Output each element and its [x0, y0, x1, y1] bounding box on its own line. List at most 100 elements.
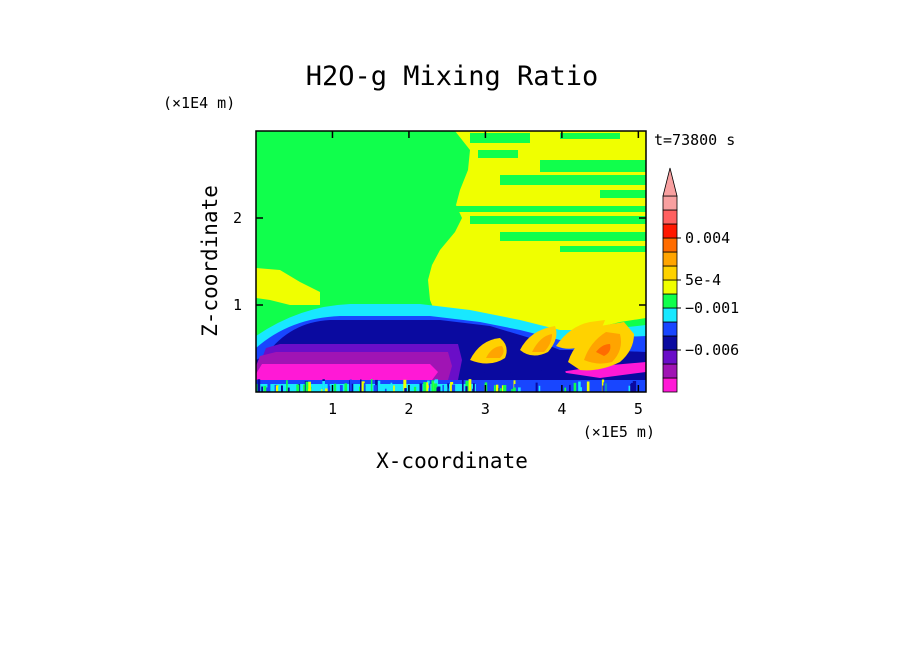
surface-noise-mark	[350, 383, 354, 392]
colorbar-level	[662, 293, 678, 309]
surface-noise-mark	[450, 381, 454, 392]
colorbar-level	[662, 223, 678, 239]
colorbar-level	[662, 209, 678, 225]
x-axis-label: X-coordinate	[376, 449, 528, 473]
surface-noise-mark	[451, 384, 456, 392]
colorbar-arrow	[662, 167, 678, 197]
surface-noise-mark	[334, 383, 337, 392]
surface-noise-mark	[256, 384, 259, 392]
x-tick-label: 2	[404, 400, 413, 418]
plume-gap	[500, 232, 646, 241]
surface-noise-mark	[428, 383, 431, 392]
surface-noise-mark	[447, 383, 449, 392]
surface-noise-mark	[370, 379, 373, 392]
surface-noise-mark	[393, 385, 395, 392]
y-axis: 12	[233, 209, 646, 314]
surface-noise-mark	[442, 384, 444, 392]
surface-noise-mark	[503, 385, 507, 392]
colorbar-label: −0.006	[685, 341, 739, 359]
surface-noise-mark	[390, 382, 393, 392]
colorbar-label: 5e-4	[685, 271, 721, 289]
surface-noise-mark	[354, 384, 357, 392]
y-tick-label: 1	[233, 296, 242, 314]
surface-noise-mark	[573, 382, 577, 392]
plume-gap	[600, 190, 646, 198]
surface-noise-mark	[349, 379, 352, 392]
surface-noise-mark	[495, 384, 499, 392]
plume-gap	[560, 133, 620, 139]
x-tick-label: 1	[328, 400, 337, 418]
surface-noise-mark	[286, 380, 288, 392]
region-magenta-layer	[560, 362, 646, 378]
surface-noise-mark	[617, 380, 621, 392]
surface-noise-mark	[497, 388, 500, 392]
surface-noise-mark	[377, 380, 381, 392]
surface-noise-mark	[287, 387, 290, 392]
surface-band	[256, 384, 476, 392]
surface-noise-mark	[512, 387, 516, 392]
surface-noise-mark	[461, 379, 464, 392]
surface-noise-mark	[493, 385, 496, 392]
colorbar: 0.004 5e-4 −0.001 −0.006	[662, 167, 739, 393]
surface-noise-mark	[327, 382, 330, 392]
surface-noise-mark	[541, 384, 544, 392]
surface-noise-mark	[305, 381, 309, 392]
heatmap-field	[256, 131, 646, 392]
plume-gap	[452, 206, 646, 212]
surface-noise-mark	[263, 385, 267, 392]
surface-noise-mark	[511, 388, 513, 392]
surface-noise-mark	[518, 387, 521, 392]
surface-noise-mark	[360, 379, 362, 392]
surface-noise-mark	[308, 381, 311, 392]
surface-noise-mark	[261, 386, 263, 392]
x-tick-label: 5	[634, 400, 643, 418]
colorbar-level	[662, 377, 678, 393]
x-tick-label: 3	[481, 400, 490, 418]
surface-noise-mark	[468, 379, 472, 392]
surface-noise-mark	[403, 379, 407, 392]
surface-noise-mark	[411, 386, 413, 392]
colorbar-level	[662, 349, 678, 365]
surface-noise-mark	[628, 385, 631, 392]
plot-frame	[255, 130, 647, 393]
surface-noise-mark	[322, 381, 325, 392]
surface-noise-mark	[594, 384, 597, 392]
plume-gap	[470, 216, 646, 224]
surface-noise-mark	[431, 380, 434, 392]
surface-noise-mark	[569, 384, 571, 392]
colorbar-level	[662, 335, 678, 351]
surface-noise-mark	[603, 382, 606, 392]
colorbar-level	[662, 251, 678, 267]
region-orange-cells	[520, 326, 557, 356]
surface-noise-mark	[278, 386, 281, 392]
surface-noise-mark	[538, 385, 541, 392]
colorbar-level	[662, 307, 678, 323]
chart-title: H2O-g Mixing Ratio	[306, 61, 599, 92]
x-unit-label: (×1E5 m)	[583, 423, 655, 441]
y-unit-label: (×1E4 m)	[163, 94, 235, 112]
surface-noise-mark	[499, 388, 502, 392]
colorbar-level	[662, 363, 678, 379]
surface-noise-mark	[299, 385, 302, 392]
surface-noise-mark	[419, 383, 423, 392]
surface-noise-mark	[384, 388, 387, 392]
surface-noise-mark	[404, 388, 407, 392]
colorbar-level	[662, 265, 678, 281]
region-orange-cells	[486, 346, 504, 358]
surface-noise-mark	[339, 385, 343, 392]
region-orange-cells	[532, 334, 552, 352]
plume-gap	[500, 175, 646, 185]
surface-noise-mark	[413, 386, 417, 392]
surface-noise-mark	[437, 386, 441, 392]
surface-noise-mark	[448, 388, 451, 392]
x-tick-label: 4	[557, 400, 566, 418]
surface-noise-mark	[488, 387, 492, 392]
surface-noise-mark	[632, 381, 637, 392]
plume-gap	[560, 246, 646, 252]
colorbar-level	[662, 195, 678, 211]
surface-noise-mark	[308, 388, 312, 392]
y-tick-label: 2	[233, 209, 242, 227]
plume-gap	[470, 133, 530, 143]
surface-noise-mark	[363, 383, 366, 392]
